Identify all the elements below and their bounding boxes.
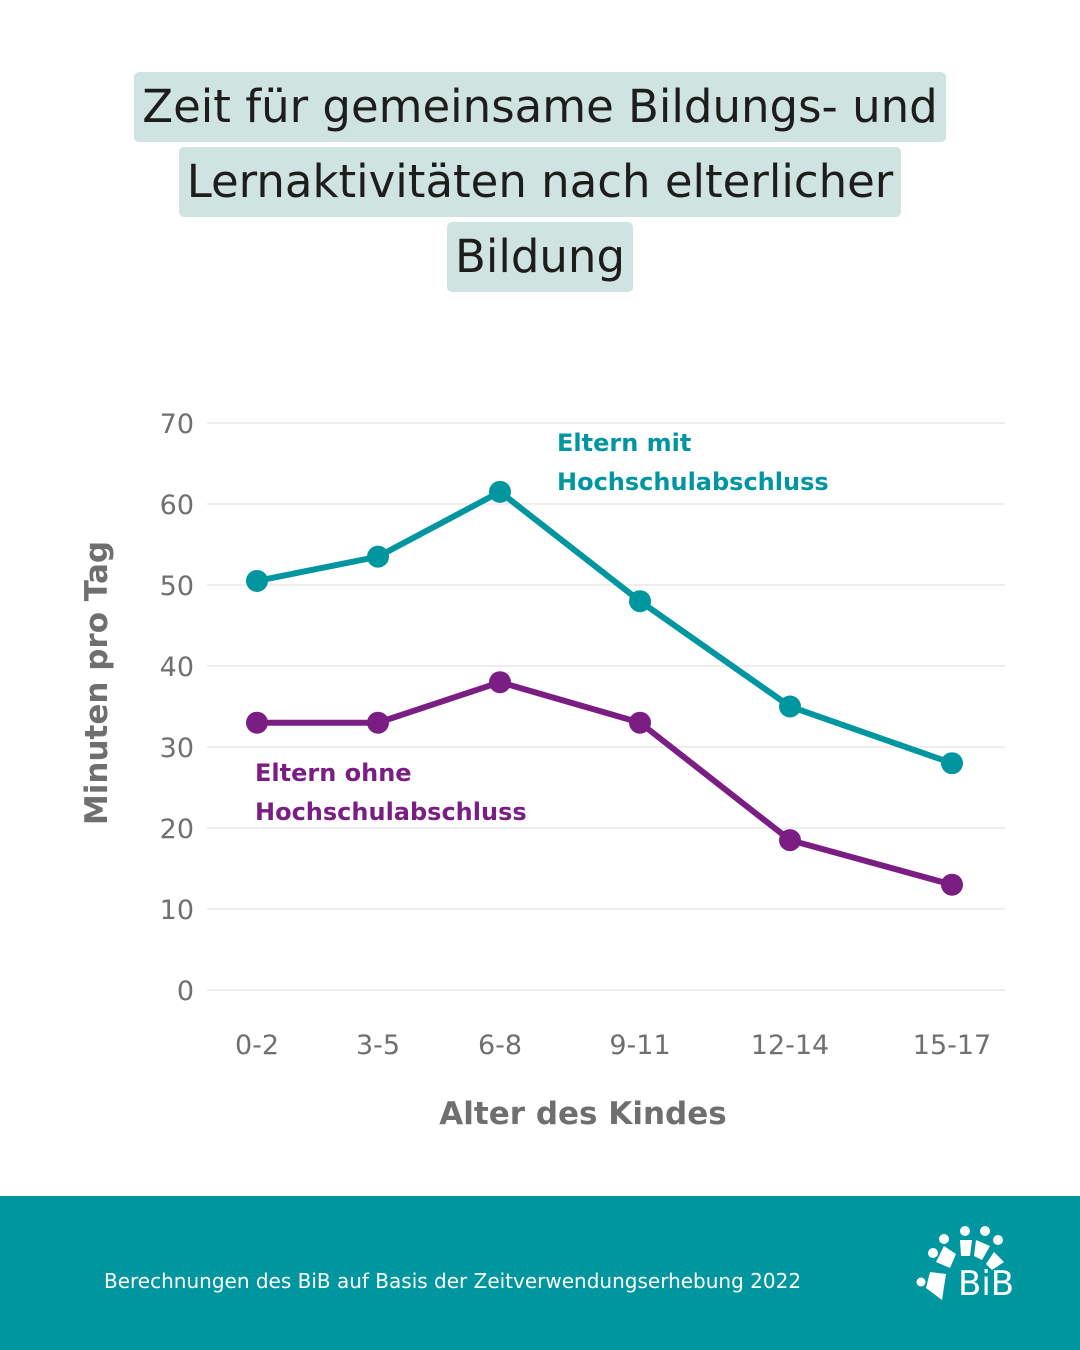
data-point: [941, 752, 963, 775]
data-point: [246, 711, 268, 734]
x-tick-label: 0-2: [235, 1030, 279, 1061]
y-tick-label: 50: [160, 571, 194, 602]
series-line: [254, 488, 955, 767]
series-label-line: Eltern ohne: [255, 759, 412, 787]
y-tick-label: 40: [160, 652, 194, 683]
x-axis-title: Alter des Kindes: [439, 1096, 726, 1132]
y-tick-label: 20: [160, 814, 194, 845]
x-axis-ticks: 0-2 3-5 6-8 9-11 12-14 15-17: [235, 1030, 991, 1061]
data-point: [367, 711, 389, 734]
data-point: [779, 695, 801, 718]
chart-title: Zeit für gemeinsame Bildungs- und Lernak…: [0, 72, 1080, 297]
gridlines: [207, 422, 1005, 991]
data-point: [629, 711, 651, 734]
x-tick-label: 15-17: [913, 1030, 991, 1061]
x-tick-label: 6-8: [478, 1030, 522, 1061]
data-point: [367, 545, 389, 568]
series-without-degree: [246, 671, 963, 896]
data-point: [941, 873, 963, 896]
x-tick-label: 3-5: [356, 1030, 400, 1061]
data-point: [779, 829, 801, 852]
chart-title-line-2: Lernaktivitäten nach elterlicher: [178, 147, 902, 217]
series-line: [254, 679, 955, 888]
series-label-line: Hochschulabschluss: [255, 798, 527, 826]
chart-title-line-1: Zeit für gemeinsame Bildungs- und: [134, 72, 946, 142]
source-note: Berechnungen des BiB auf Basis der Zeitv…: [104, 1269, 802, 1293]
data-point: [489, 480, 511, 503]
data-point: [246, 569, 268, 592]
y-tick-label: 70: [160, 409, 194, 440]
data-point: [489, 671, 511, 694]
footer: [0, 1196, 1080, 1350]
bib-logo-text: BiB: [958, 1264, 1014, 1304]
y-tick-label: 30: [160, 733, 194, 764]
y-axis-title: Minuten pro Tag: [79, 541, 115, 825]
series-lines: [246, 480, 963, 896]
series-with-degree: [246, 480, 963, 775]
y-axis-ticks: 0 10 20 30 40 50 60 70: [160, 409, 194, 1007]
chart-title-line-3: Bildung: [446, 222, 634, 292]
data-point: [629, 590, 651, 613]
x-tick-label: 9-11: [609, 1030, 670, 1061]
y-tick-label: 60: [160, 490, 194, 521]
x-tick-label: 12-14: [751, 1030, 829, 1061]
series-label-line: Eltern mit: [557, 429, 691, 457]
y-tick-label: 10: [160, 895, 194, 926]
y-tick-label: 0: [177, 976, 194, 1007]
series-label-line: Hochschulabschluss: [557, 468, 829, 496]
series-labels: Eltern mit Hochschulabschluss Eltern ohne H…: [255, 429, 829, 826]
bib-arc-dots-icon: [916, 1226, 1004, 1300]
bib-logo: BiB: [916, 1226, 1014, 1304]
